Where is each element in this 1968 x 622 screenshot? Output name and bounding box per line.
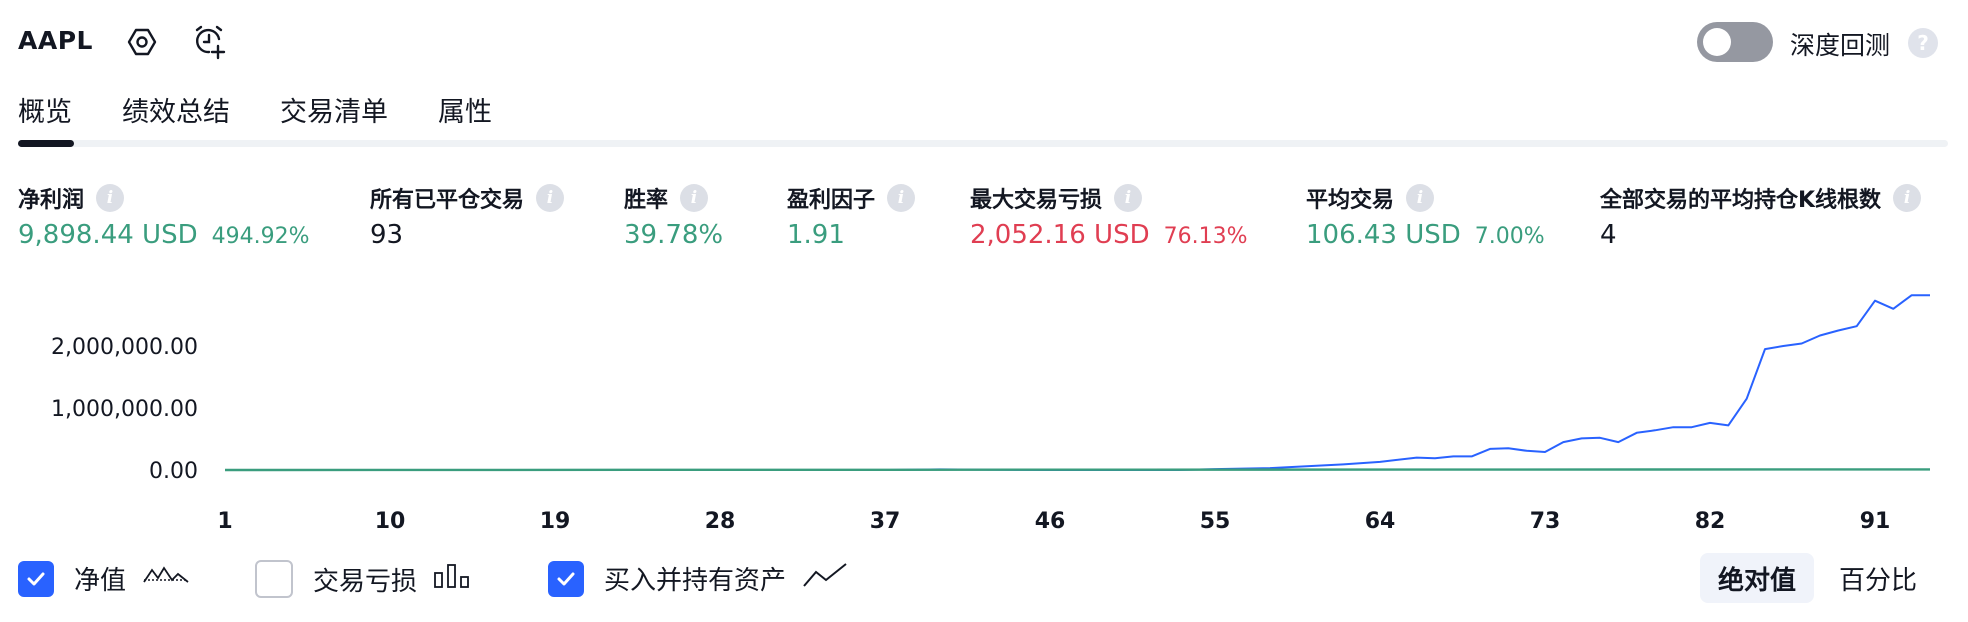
metric-value: 39.78% — [624, 220, 724, 250]
x-tick-label: 10 — [375, 509, 406, 534]
metric-net-profit: 净利润 i 9,898.44 USD 494.92% — [18, 182, 310, 250]
metric-max-trade-loss: 最大交易亏损 i 2,052.16 USD 76.13% — [970, 182, 1248, 250]
equity-line-icon — [142, 560, 190, 597]
metric-value: 4 — [1600, 220, 1617, 250]
y-tick-label: 0.00 — [149, 459, 198, 484]
legend-equity[interactable]: 净值 — [18, 560, 190, 597]
metric-average-trade: 平均交易 i 106.43 USD 7.00% — [1306, 182, 1545, 250]
tab-track — [18, 140, 1948, 147]
x-tick-label: 19 — [540, 509, 571, 534]
tab-performance-summary[interactable]: 绩效总结 — [122, 97, 230, 128]
info-icon[interactable]: i — [887, 184, 916, 212]
deep-backtest-label: 深度回测 — [1790, 31, 1891, 60]
x-tick-label: 82 — [1695, 509, 1726, 534]
deep-backtest-toggle[interactable] — [1697, 22, 1773, 62]
info-icon[interactable]: i — [680, 184, 709, 212]
metric-value: 1.91 — [787, 220, 845, 250]
metric-label: 净利润 — [18, 188, 85, 213]
metric-label: 平均交易 — [1306, 188, 1395, 213]
x-tick-label: 46 — [1035, 509, 1066, 534]
metric-label: 所有已平仓交易 — [370, 188, 525, 213]
percent-button[interactable]: 百分比 — [1838, 565, 1917, 596]
x-tick-label: 1 — [217, 509, 232, 534]
info-icon[interactable]: i — [536, 184, 565, 212]
tab-active-indicator — [18, 140, 74, 147]
drawdown-bars-icon — [433, 561, 475, 598]
buy-hold-series-line — [225, 294, 1930, 471]
legend-drawdown[interactable]: 交易亏损 — [255, 560, 475, 598]
x-tick-label: 55 — [1200, 509, 1231, 534]
x-tick-label: 28 — [705, 509, 736, 534]
x-tick-label: 91 — [1860, 509, 1891, 534]
x-tick-label: 73 — [1530, 509, 1561, 534]
question-icon[interactable]: ? — [1908, 28, 1938, 58]
symbol-title: AAPL — [18, 26, 93, 55]
equity-label: 净值 — [74, 566, 127, 596]
equity-series-line — [224, 468, 1931, 472]
y-tick-label: 1,000,000.00 — [51, 397, 198, 422]
metric-label: 最大交易亏损 — [970, 188, 1103, 213]
x-tick-label: 37 — [870, 509, 901, 534]
add-alert-clock-icon[interactable] — [190, 22, 230, 62]
metric-label: 胜率 — [624, 188, 669, 213]
absolute-value-button[interactable]: 绝对值 — [1700, 553, 1814, 603]
metric-value: 106.43 USD — [1306, 220, 1461, 250]
info-icon[interactable]: i — [1406, 184, 1435, 212]
metric-value: 2,052.16 USD — [970, 220, 1150, 250]
info-icon[interactable]: i — [1893, 184, 1922, 212]
tab-overview[interactable]: 概览 — [18, 97, 72, 128]
metric-label: 盈利因子 — [787, 188, 876, 213]
drawdown-checkbox[interactable] — [255, 560, 293, 598]
info-icon[interactable]: i — [1114, 184, 1143, 212]
y-tick-label: 2,000,000.00 — [51, 335, 198, 360]
hexagon-settings-icon[interactable] — [122, 22, 162, 62]
info-icon[interactable]: i — [96, 184, 125, 212]
metric-profit-factor: 盈利因子 i 1.91 — [787, 182, 916, 250]
equity-checkbox[interactable] — [18, 560, 54, 597]
metric-percent: 7.00% — [1474, 224, 1545, 249]
tab-bar: 概览 绩效总结 交易清单 属性 — [18, 90, 492, 139]
buy-hold-line-icon — [802, 560, 848, 597]
metric-percent: 494.92% — [211, 224, 310, 249]
metric-avg-bars-in-trades: 全部交易的平均持仓K线根数 i 4 — [1600, 182, 1922, 250]
metric-total-closed-trades: 所有已平仓交易 i 93 — [370, 182, 565, 250]
x-tick-label: 64 — [1365, 509, 1396, 534]
buy-hold-label: 买入并持有资产 — [604, 566, 787, 596]
buy-hold-checkbox[interactable] — [548, 560, 584, 597]
legend-buy-hold[interactable]: 买入并持有资产 — [548, 560, 848, 597]
metric-label: 全部交易的平均持仓K线根数 — [1600, 188, 1882, 213]
tab-list-of-trades[interactable]: 交易清单 — [280, 97, 388, 128]
metric-value: 9,898.44 USD — [18, 220, 198, 250]
metric-win-rate: 胜率 i 39.78% — [624, 182, 723, 250]
toggle-knob — [1703, 28, 1731, 56]
equity-chart[interactable]: 2,000,000.00 1,000,000.00 0.00 1 10 19 28 37 46 5… — [0, 280, 1968, 540]
drawdown-label: 交易亏损 — [313, 566, 418, 597]
metric-percent: 76.13% — [1163, 224, 1248, 249]
tab-properties[interactable]: 属性 — [438, 97, 492, 128]
metric-value: 93 — [370, 220, 404, 250]
